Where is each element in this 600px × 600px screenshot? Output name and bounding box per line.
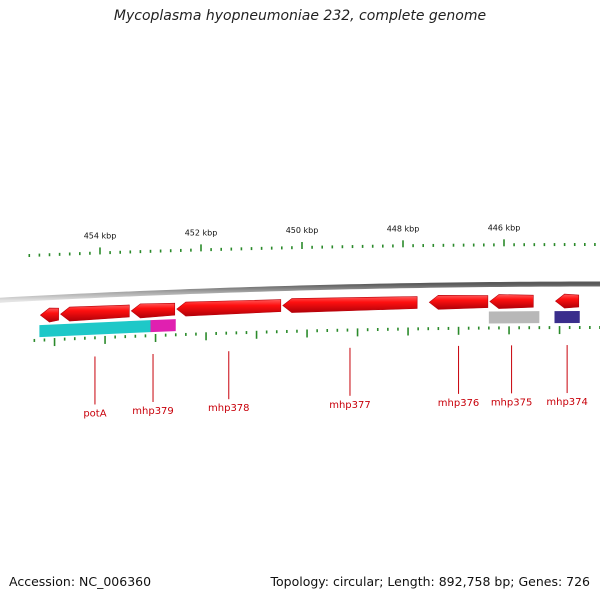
gene-label: mhp375: [491, 397, 533, 408]
gene-label: mhp374: [546, 397, 588, 408]
kbp-tick-label: 446 kbp: [488, 223, 521, 232]
feature-bar: [554, 311, 580, 324]
gene-label: mhp379: [132, 406, 174, 417]
gene-arrow: [489, 294, 534, 309]
gene-arrow: [130, 302, 176, 319]
gene-arrow: [60, 304, 130, 322]
feature-bar: [39, 320, 151, 338]
map-title: Mycoplasma hyopneumoniae 232, complete g…: [113, 8, 487, 24]
kbp-tick-label: 448 kbp: [387, 224, 420, 233]
kbp-tick-label: 452 kbp: [185, 228, 218, 237]
gene-arrow: [176, 299, 282, 317]
gene-label: mhp377: [329, 400, 371, 411]
genome-backbone: [0, 281, 600, 303]
gene-label: mhp378: [208, 403, 250, 414]
gene-arrow: [282, 296, 418, 313]
gene-label: mhp376: [438, 398, 480, 409]
genome-summary-text: Topology: circular; Length: 892,758 bp; …: [270, 574, 591, 589]
gene-arrow: [428, 295, 489, 310]
accession-text: Accession: NC_006360: [9, 574, 152, 589]
gene-arrow: [555, 293, 580, 309]
feature-bar: [150, 319, 176, 333]
gene-label: potA: [83, 408, 106, 419]
feature-bar: [488, 311, 540, 324]
gene-arrow: [39, 307, 59, 323]
kbp-tick-label: 454 kbp: [84, 231, 117, 240]
kbp-tick-label: 450 kbp: [286, 226, 319, 235]
